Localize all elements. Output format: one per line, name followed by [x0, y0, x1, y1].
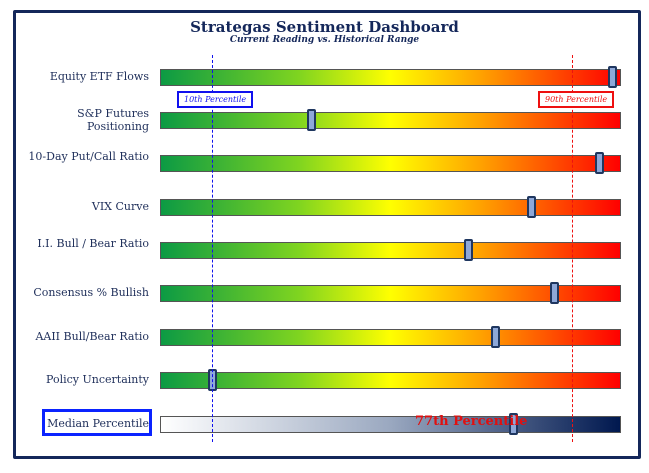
row-label: S&P Futures Positioning	[77, 107, 149, 133]
row-label: VIX Curve	[91, 200, 149, 213]
reading-marker	[594, 152, 604, 174]
10th-percentile-label: 10th Percentile	[177, 91, 254, 108]
row-label: Consensus % Bullish	[33, 286, 149, 299]
row-label: Median Percentile	[47, 417, 149, 430]
row-label: Equity ETF Flows	[49, 70, 149, 83]
reading-marker	[549, 282, 559, 304]
row-label: AAII Bull/Bear Ratio	[35, 330, 149, 343]
reading-marker	[527, 196, 536, 218]
reading-marker	[491, 326, 500, 348]
dashboard-frame	[13, 10, 641, 459]
chart-title: Strategas Sentiment Dashboard	[190, 18, 459, 36]
range-bar	[160, 69, 621, 86]
range-bar	[160, 285, 621, 302]
range-bar	[160, 242, 621, 259]
range-bar	[160, 155, 621, 172]
reading-marker	[509, 413, 518, 435]
chart-subtitle: Current Reading vs. Historical Range	[229, 35, 420, 45]
reading-marker	[608, 66, 617, 88]
row-label: I.I. Bull / Bear Ratio	[37, 237, 149, 250]
median-percentile-text: 77th Percentile	[415, 414, 528, 429]
row-label: 10-Day Put/Call Ratio	[28, 150, 149, 163]
reading-marker	[464, 239, 473, 261]
median-label-box	[42, 409, 152, 436]
row-label: Policy Uncertainty	[46, 373, 149, 386]
range-bar	[160, 372, 621, 389]
range-bar	[160, 329, 621, 346]
90th-percentile-line	[572, 55, 573, 442]
reading-marker	[306, 109, 316, 131]
90th-percentile-label: 90th Percentile	[538, 91, 615, 108]
range-bar	[160, 112, 621, 129]
range-bar	[160, 416, 621, 433]
10th-percentile-line	[212, 55, 213, 442]
range-bar	[160, 199, 621, 216]
